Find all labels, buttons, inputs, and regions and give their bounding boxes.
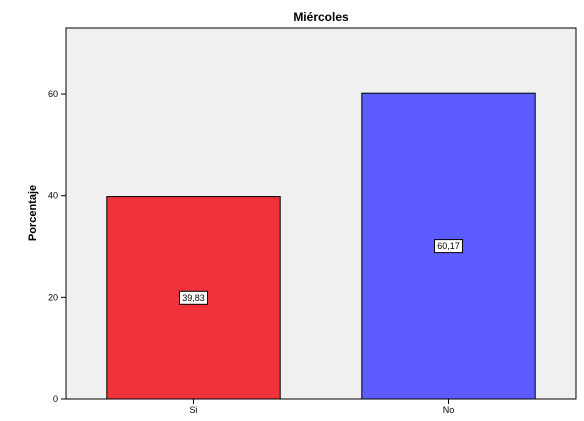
data-label: 39,83 [182, 293, 205, 303]
data-labels: 39,83 60,17 [179, 239, 463, 305]
x-tick-label: Si [189, 405, 197, 415]
y-axis-title: Porcentaje [27, 185, 39, 241]
data-label-box [434, 239, 463, 254]
y-tick-label: 60 [48, 89, 58, 99]
chart-title: Miércoles [293, 10, 349, 24]
y-axis: 0 20 40 60 [48, 89, 66, 404]
x-tick-label: No [443, 405, 455, 415]
x-axis: Si No [189, 399, 454, 415]
data-label-box [179, 290, 208, 305]
y-tick-label: 0 [53, 394, 58, 404]
y-tick-label: 40 [48, 191, 58, 201]
data-label: 60,17 [437, 241, 460, 251]
y-tick-label: 20 [48, 292, 58, 302]
